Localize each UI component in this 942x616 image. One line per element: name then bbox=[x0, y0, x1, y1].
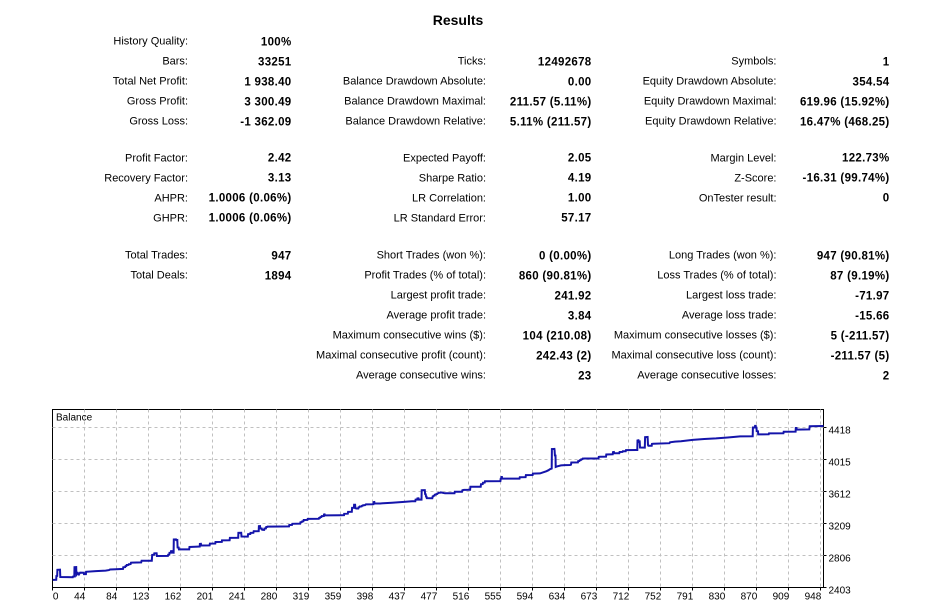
svg-text:752: 752 bbox=[645, 592, 662, 603]
svg-text:516: 516 bbox=[453, 592, 470, 603]
svg-text:398: 398 bbox=[357, 592, 374, 603]
svg-text:3612: 3612 bbox=[829, 489, 852, 500]
svg-text:791: 791 bbox=[677, 592, 694, 603]
svg-text:4418: 4418 bbox=[829, 425, 852, 436]
svg-text:2806: 2806 bbox=[829, 553, 852, 564]
svg-text:359: 359 bbox=[325, 592, 342, 603]
svg-text:555: 555 bbox=[485, 592, 502, 603]
svg-text:Balance: Balance bbox=[56, 413, 93, 424]
svg-text:673: 673 bbox=[581, 592, 598, 603]
svg-text:477: 477 bbox=[421, 592, 438, 603]
svg-text:123: 123 bbox=[133, 592, 150, 603]
svg-text:909: 909 bbox=[773, 592, 790, 603]
svg-text:84: 84 bbox=[106, 592, 118, 603]
svg-text:0: 0 bbox=[53, 592, 59, 603]
svg-text:948: 948 bbox=[805, 592, 822, 603]
svg-text:830: 830 bbox=[709, 592, 726, 603]
svg-text:44: 44 bbox=[74, 592, 86, 603]
svg-text:2403: 2403 bbox=[829, 585, 852, 596]
svg-text:280: 280 bbox=[261, 592, 278, 603]
svg-text:870: 870 bbox=[741, 592, 758, 603]
svg-text:201: 201 bbox=[197, 592, 214, 603]
svg-text:3209: 3209 bbox=[829, 521, 852, 532]
svg-text:319: 319 bbox=[293, 592, 310, 603]
svg-text:437: 437 bbox=[389, 592, 406, 603]
svg-text:162: 162 bbox=[165, 592, 182, 603]
svg-text:4015: 4015 bbox=[829, 457, 852, 468]
svg-text:594: 594 bbox=[517, 592, 534, 603]
svg-text:241: 241 bbox=[229, 592, 246, 603]
svg-text:712: 712 bbox=[613, 592, 630, 603]
svg-text:634: 634 bbox=[549, 592, 566, 603]
